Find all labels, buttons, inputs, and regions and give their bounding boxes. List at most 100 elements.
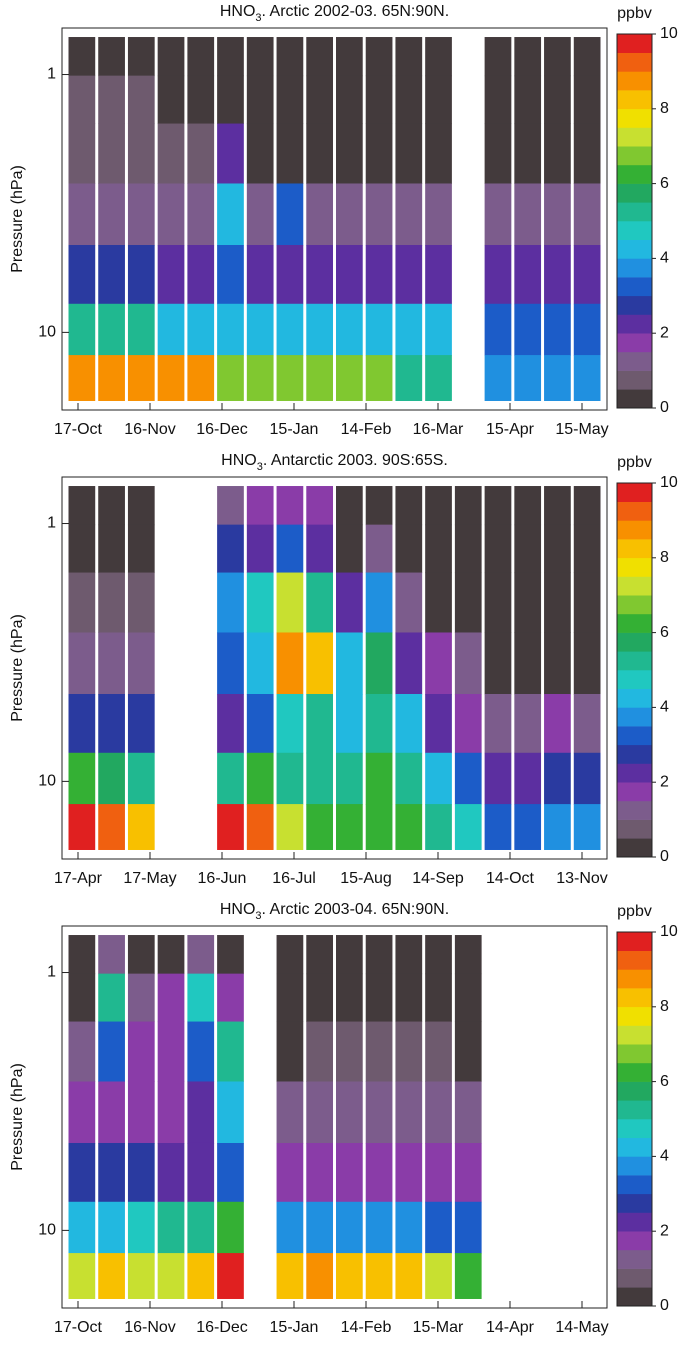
colorbar-swatch bbox=[617, 988, 652, 1008]
x-tick-label: 14-Feb bbox=[341, 1319, 392, 1336]
colorbar-tick-label: 4 bbox=[660, 699, 669, 716]
colorbar-tick-label: 10 bbox=[660, 25, 678, 42]
cell bbox=[98, 303, 125, 356]
cell bbox=[98, 123, 125, 184]
cell bbox=[395, 1021, 423, 1082]
cell bbox=[68, 1201, 96, 1254]
colorbar-label: ppbv bbox=[617, 454, 652, 471]
cell bbox=[68, 486, 96, 526]
cell bbox=[454, 1253, 482, 1299]
cell bbox=[573, 572, 601, 633]
cell bbox=[425, 572, 452, 633]
cell bbox=[395, 75, 423, 125]
y-axis-label: Pressure (hPa) bbox=[9, 165, 26, 273]
cell bbox=[68, 1253, 96, 1299]
cell bbox=[336, 935, 363, 975]
cell bbox=[454, 1201, 482, 1254]
colorbar-swatch bbox=[617, 1006, 652, 1026]
cell bbox=[246, 632, 274, 695]
cell bbox=[98, 355, 125, 401]
cell bbox=[544, 524, 571, 574]
cell bbox=[544, 572, 571, 633]
cell bbox=[365, 752, 393, 805]
cell bbox=[425, 632, 452, 695]
colorbar-swatch bbox=[617, 1119, 652, 1138]
cell bbox=[127, 123, 155, 184]
cell bbox=[68, 1142, 96, 1203]
cell bbox=[365, 693, 393, 754]
cell bbox=[187, 244, 215, 305]
cell bbox=[68, 935, 96, 975]
cell bbox=[336, 486, 363, 526]
cell bbox=[573, 486, 601, 526]
cell bbox=[157, 37, 185, 77]
cell bbox=[98, 693, 125, 754]
cell bbox=[276, 244, 304, 305]
cell bbox=[336, 1201, 363, 1254]
colorbar-swatch bbox=[617, 108, 652, 128]
cell bbox=[276, 1201, 304, 1254]
cell bbox=[336, 355, 363, 401]
cell bbox=[514, 693, 542, 754]
colorbar-swatch bbox=[617, 239, 652, 259]
cell bbox=[306, 693, 333, 754]
cell bbox=[484, 752, 512, 805]
cell bbox=[425, 804, 452, 850]
colorbar-swatch bbox=[617, 688, 652, 708]
cell bbox=[306, 1142, 333, 1203]
cell bbox=[217, 183, 244, 246]
title-part: 3 bbox=[257, 461, 263, 473]
cell bbox=[157, 244, 185, 305]
colorbar-swatch bbox=[617, 557, 652, 577]
colorbar-tick-label: 6 bbox=[660, 624, 669, 641]
cell bbox=[276, 693, 304, 754]
colorbar-swatch bbox=[617, 258, 652, 278]
cell bbox=[127, 973, 155, 1023]
chart-title: HNO3. Antarctic 2003. 90S:65S. bbox=[221, 452, 448, 473]
colorbar-swatch bbox=[617, 576, 652, 596]
cell bbox=[157, 1021, 185, 1082]
cell bbox=[395, 572, 423, 633]
cell bbox=[336, 303, 363, 356]
cell bbox=[276, 935, 304, 975]
title-part: . Arctic 2002-03. 65N:90N. bbox=[262, 3, 450, 20]
cell bbox=[573, 752, 601, 805]
cell bbox=[157, 355, 185, 401]
x-tick-label: 14-Apr bbox=[486, 1319, 535, 1336]
cell bbox=[276, 123, 304, 184]
cell bbox=[276, 486, 304, 526]
cell bbox=[573, 244, 601, 305]
cell bbox=[127, 486, 155, 526]
cell bbox=[276, 1142, 304, 1203]
colorbar-swatch bbox=[617, 295, 652, 315]
cell bbox=[68, 572, 96, 633]
cell bbox=[336, 693, 363, 754]
colorbar-swatch bbox=[617, 613, 652, 633]
cell bbox=[217, 1142, 244, 1203]
colorbar-tick-label: 2 bbox=[660, 324, 669, 341]
cell bbox=[306, 752, 333, 805]
y-tick-label: 10 bbox=[38, 324, 56, 341]
cell bbox=[217, 37, 244, 77]
cell bbox=[217, 804, 244, 850]
cell bbox=[217, 1253, 244, 1299]
colorbar-tick-label: 10 bbox=[660, 923, 678, 940]
colorbar-swatch bbox=[617, 1231, 652, 1251]
cell bbox=[68, 973, 96, 1023]
cell bbox=[454, 632, 482, 695]
colorbar-swatch bbox=[617, 1268, 652, 1288]
x-tick-label: 15-Aug bbox=[340, 870, 392, 887]
cell bbox=[573, 804, 601, 850]
cell bbox=[306, 244, 333, 305]
cell bbox=[127, 355, 155, 401]
cell bbox=[573, 524, 601, 574]
cell bbox=[454, 486, 482, 526]
cell bbox=[395, 355, 423, 401]
chart-title: HNO3. Arctic 2002-03. 65N:90N. bbox=[220, 3, 449, 24]
colorbar-swatch bbox=[617, 782, 652, 802]
colorbar-swatch bbox=[617, 539, 652, 559]
cell bbox=[306, 632, 333, 695]
colorbar-swatch bbox=[617, 202, 652, 222]
cell bbox=[514, 75, 542, 125]
cell bbox=[395, 1081, 423, 1144]
